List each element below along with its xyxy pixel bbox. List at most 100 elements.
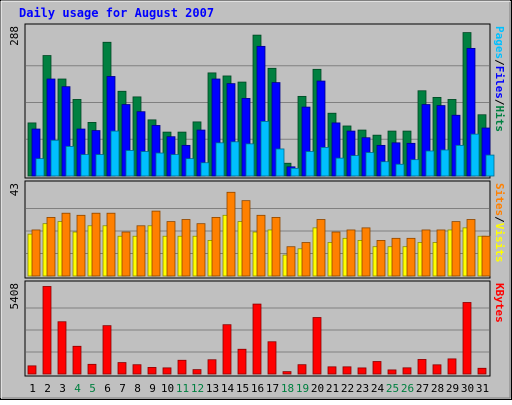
bar-sites-day-16 [256,214,266,277]
legend-item: Pages [493,26,506,59]
bar-sites-day-8 [136,225,146,277]
bar-sites-day-7 [121,231,131,277]
bar-pages-day-29 [455,144,465,177]
bar-sites-day-27 [421,229,431,277]
x-tick-label: 17 [266,382,279,395]
legend-item: Sites [493,183,506,216]
bar-kbytes-day-30 [462,302,472,375]
x-tick-label: 23 [356,382,369,395]
x-tick-label: 22 [341,382,354,395]
bar-sites-day-10 [166,221,176,277]
chart-title: Daily usage for August 2007 [19,6,214,20]
bar-sites-day-2 [46,216,56,277]
x-tick-label: 18 [281,382,294,395]
legend-item: / [493,216,506,223]
bar-sites-day-9 [151,210,161,277]
x-tick-label: 4 [74,382,81,395]
bar-kbytes-day-11 [177,359,187,375]
x-tick-label: 12 [191,382,204,395]
bar-sites-day-22 [346,229,356,277]
x-tick-label: 11 [176,382,189,395]
x-tick-label: 1 [29,382,36,395]
x-tick-label: 14 [221,382,235,395]
bar-kbytes-day-4 [72,345,82,375]
bar-sites-day-29 [451,221,461,277]
bar-kbytes-day-19 [297,364,307,375]
x-tick-label: 21 [326,382,339,395]
bar-kbytes-day-28 [432,364,442,375]
x-tick-label: 9 [149,382,156,395]
panel-hits: 288 [8,23,495,179]
bar-sites-day-24 [376,240,386,277]
legend-visits: Sites/Visits [493,183,506,263]
x-tick-label: 30 [461,382,474,395]
bar-pages-day-26 [410,159,420,177]
x-tick-label: 31 [476,382,489,395]
bar-kbytes-day-8 [132,364,142,375]
bar-kbytes-day-12 [192,369,202,375]
ymax-label-kbytes: 5408 [8,283,21,310]
bar-sites-day-6 [106,212,116,277]
x-tick-label: 7 [119,382,126,395]
legend-item: Files [493,66,506,99]
x-tick-label: 15 [236,382,249,395]
bar-sites-day-31 [481,235,491,277]
legend-item: Visits [493,223,506,263]
chart-panels: 288 43 5408 [8,23,495,377]
bar-pages-day-15 [245,143,255,177]
panel-kbytes: 5408 [8,280,491,377]
bar-sites-day-21 [331,231,341,277]
bar-sites-day-1 [31,229,41,277]
bar-kbytes-day-18 [282,371,292,375]
bar-sites-day-5 [91,212,101,277]
legend-item: Hits [493,106,506,133]
bar-pages-day-14 [230,141,240,177]
bar-sites-day-26 [406,237,416,277]
bar-kbytes-day-22 [342,366,352,375]
bar-pages-day-31 [485,154,495,177]
bar-kbytes-day-17 [267,341,277,375]
bar-sites-day-12 [196,223,206,277]
bar-kbytes-day-9 [147,367,157,375]
bar-sites-day-20 [316,219,326,277]
bar-kbytes-day-13 [207,359,217,375]
ymax-label-hits: 288 [8,26,21,46]
bar-sites-day-11 [181,219,191,277]
bar-pages-day-22 [350,155,360,177]
bar-pages-day-21 [335,157,345,177]
bar-kbytes-day-25 [387,369,397,375]
x-tick-label: 13 [206,382,219,395]
bar-kbytes-day-20 [312,317,322,375]
bar-pages-day-19 [305,151,315,177]
bar-pages-day-11 [185,158,195,177]
bar-sites-day-4 [76,214,86,277]
bar-kbytes-day-14 [222,324,232,375]
legend-kbytes: KBytes [493,283,506,323]
x-tick-label: 10 [161,382,174,395]
x-axis: 1 2 3 4 5 6 7 8 9 10 11 12 13 14 15 16 17 18 19 20 21 22 23 24 2… [29,382,489,395]
x-tick-label: 25 [386,382,399,395]
panel-visits: 43 [8,180,491,279]
x-tick-label: 26 [401,382,414,395]
bar-pages-day-17 [275,148,285,177]
bar-pages-day-1 [35,158,45,177]
bar-pages-day-5 [95,154,105,177]
bar-kbytes-day-3 [57,321,67,375]
bar-pages-day-24 [380,161,390,177]
bar-sites-day-18 [286,246,296,277]
bar-kbytes-day-6 [102,325,112,375]
bar-pages-day-7 [125,150,135,177]
ymax-label-visits: 43 [8,183,21,196]
bar-kbytes-day-27 [417,359,427,375]
bar-pages-day-25 [395,163,405,177]
bar-kbytes-day-16 [252,303,262,375]
bar-pages-day-13 [215,142,225,177]
bar-sites-day-17 [271,216,281,277]
bar-kbytes-day-29 [447,358,457,375]
bar-kbytes-day-1 [27,365,37,375]
x-tick-label: 5 [89,382,96,395]
bar-pages-day-2 [50,139,60,177]
bar-pages-day-10 [170,154,180,177]
